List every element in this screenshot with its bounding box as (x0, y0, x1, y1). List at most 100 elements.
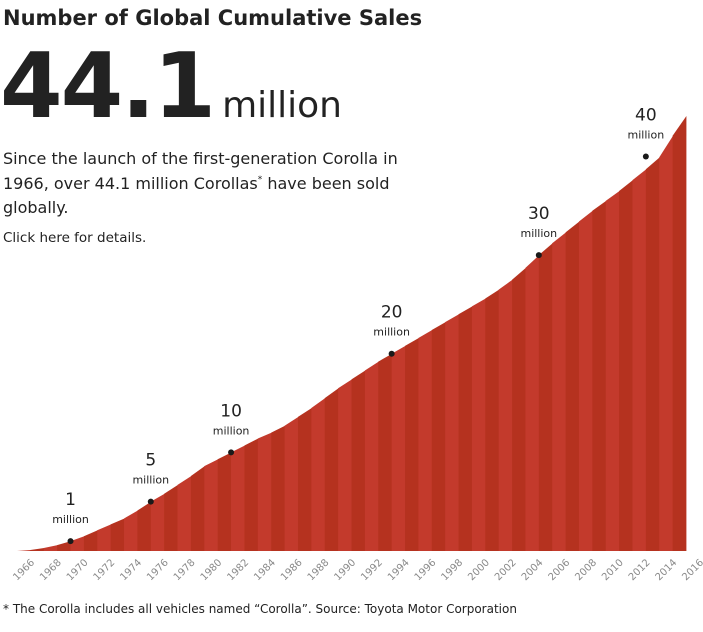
area-band-2005 (538, 243, 553, 551)
x-tick-label-1970: 1970 (65, 557, 91, 583)
milestone-dot-10 (228, 449, 235, 456)
area-band-2004 (525, 255, 540, 551)
area-band-1992 (364, 361, 379, 551)
area-band-1998 (445, 314, 459, 551)
area-band-1988 (311, 398, 326, 551)
area-band-1981 (217, 452, 232, 551)
milestone-value-1: 1 (65, 490, 76, 510)
area-band-1986 (284, 416, 299, 551)
x-tick-label-1972: 1972 (92, 557, 118, 583)
area-band-2014 (659, 135, 674, 551)
x-tick-label-2006: 2006 (547, 557, 573, 583)
area-band-1980 (204, 459, 219, 551)
x-tick-label-1980: 1980 (199, 557, 225, 583)
area-band-1983 (244, 438, 259, 551)
area-band-1978 (177, 476, 192, 551)
milestone-markers: 1 million 5 million 10 million 20 million 30 mill… (52, 105, 664, 545)
x-tick-label-2012: 2012 (627, 557, 653, 583)
x-tick-label-1998: 1998 (440, 557, 466, 583)
description: Since the launch of the first-generation… (3, 147, 413, 221)
milestone-value-40: 40 (635, 105, 657, 125)
x-tick-label-1966: 1966 (11, 557, 37, 583)
area-band-1994 (391, 345, 406, 551)
area-band-1969 (57, 541, 71, 551)
x-tick-label-2016: 2016 (680, 557, 703, 583)
milestone-unit-1: million (52, 513, 89, 526)
milestone-unit-30: million (520, 227, 557, 240)
area-band-1991 (351, 370, 366, 551)
x-tick-label-2010: 2010 (600, 557, 626, 583)
area-band-1970 (70, 536, 85, 551)
area-band-2010 (605, 190, 620, 551)
x-tick-label-1982: 1982 (225, 557, 251, 583)
x-tick-label-2004: 2004 (520, 557, 546, 583)
x-tick-label-1994: 1994 (386, 557, 412, 583)
area-band-1999 (458, 306, 473, 551)
area-band-2007 (565, 221, 580, 551)
area-band-1989 (324, 388, 339, 551)
milestone-unit-10: million (213, 424, 250, 437)
x-tick-label-2014: 2014 (654, 557, 680, 583)
milestone-value-5: 5 (145, 451, 156, 471)
area-band-2008 (578, 210, 593, 551)
x-tick-label-1996: 1996 (413, 557, 439, 583)
x-tick-label-1986: 1986 (279, 557, 305, 583)
area-band-2003 (512, 267, 526, 551)
chart-title: Number of Global Cumulative Sales (3, 6, 423, 30)
area-band-2002 (498, 279, 513, 551)
milestone-dot-30 (535, 252, 542, 259)
headline-unit: million (222, 85, 342, 126)
area-band-1985 (271, 425, 285, 551)
area-band-1979 (190, 466, 205, 551)
area-band-1976 (150, 493, 165, 551)
milestone-unit-20: million (373, 326, 410, 339)
x-tick-label-1988: 1988 (306, 557, 332, 583)
x-tick-label-1984: 1984 (252, 557, 278, 583)
area-band-1993 (378, 353, 393, 551)
area-band-2000 (471, 298, 486, 551)
headline-figure: 44.1 million (0, 37, 342, 137)
year-bands (17, 116, 687, 551)
milestone-dot-5 (147, 498, 154, 505)
area-band-1987 (297, 407, 312, 551)
area-band-2012 (632, 169, 647, 551)
milestone-dot-40 (642, 153, 649, 160)
area-band-1973 (110, 518, 125, 551)
area-band-1996 (418, 330, 433, 551)
x-tick-label-1968: 1968 (38, 557, 64, 583)
description-text: Since the launch of the first-generation… (3, 149, 398, 193)
x-tick-label-1974: 1974 (118, 557, 144, 583)
headline-value: 44.1 (0, 34, 216, 139)
milestone-value-30: 30 (528, 204, 550, 224)
footnote-mark: * (257, 174, 263, 185)
area-band-1975 (137, 501, 152, 551)
x-axis-tick-labels: 1966 1968 1970 1972 1974 1976 1978 1980 1982 1984… (11, 557, 703, 583)
milestone-unit-5: million (132, 474, 169, 487)
area-band-2001 (485, 289, 500, 551)
milestone-dot-20 (388, 350, 395, 357)
area-band-1971 (83, 530, 98, 551)
details-link[interactable]: Click here for details. (3, 230, 147, 246)
milestone-value-20: 20 (381, 303, 403, 323)
area-band-1997 (431, 322, 446, 551)
x-tick-label-1992: 1992 (359, 557, 385, 583)
milestone-value-10: 10 (220, 401, 242, 421)
x-tick-label-2002: 2002 (493, 557, 519, 583)
area-band-1990 (338, 379, 352, 551)
area-band-1972 (97, 524, 112, 551)
area-band-1984 (257, 432, 272, 551)
description-text-end: have been sold globally. (3, 173, 390, 218)
x-tick-label-1976: 1976 (145, 557, 171, 583)
x-tick-label-1978: 1978 (172, 557, 198, 583)
x-tick-label-2008: 2008 (573, 557, 599, 583)
area-band-1977 (164, 484, 178, 551)
area-band-1966 (17, 550, 31, 551)
area-band-1982 (231, 445, 245, 551)
x-tick-label-1990: 1990 (332, 557, 358, 583)
area-band-2009 (592, 200, 607, 551)
area-band-2011 (619, 180, 633, 551)
milestone-dot-1 (67, 538, 74, 545)
x-tick-label-2000: 2000 (466, 557, 492, 583)
footnote: * The Corolla includes all vehicles name… (3, 602, 517, 616)
